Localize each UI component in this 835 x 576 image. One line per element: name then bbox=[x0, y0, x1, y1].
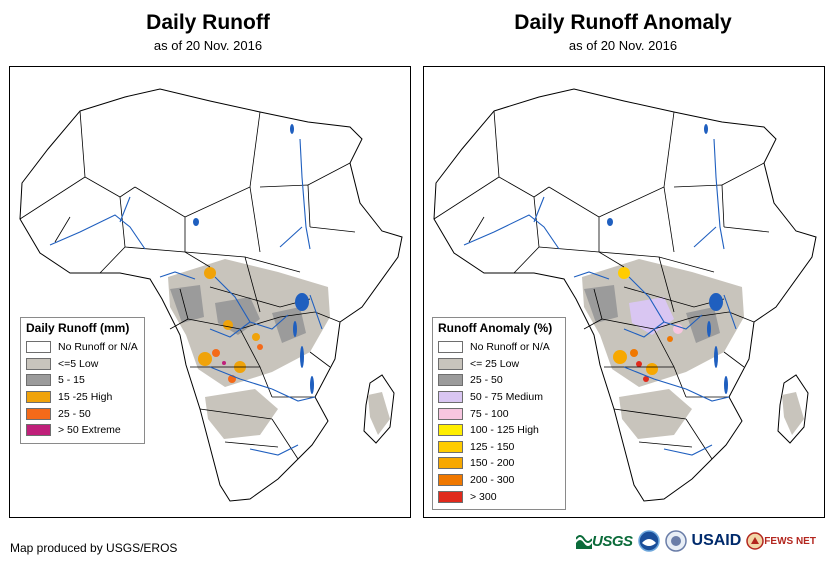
legend-row: 100 - 125 High bbox=[438, 422, 560, 439]
runoff-high-patch bbox=[204, 267, 216, 279]
legend-label: 50 - 75 Medium bbox=[470, 391, 543, 403]
legend-swatch bbox=[438, 341, 463, 353]
usgs-wave-icon bbox=[576, 533, 592, 549]
legend-row: > 300 bbox=[438, 488, 560, 505]
legend-swatch bbox=[438, 457, 463, 469]
legend-label: 25 - 50 bbox=[470, 374, 503, 386]
legend-swatch bbox=[438, 474, 463, 486]
map-credit: Map produced by USGS/EROS bbox=[10, 541, 177, 555]
noaa-logo-icon bbox=[638, 530, 660, 552]
left-map-title: Daily Runoff bbox=[8, 11, 408, 35]
legend-label: 15 -25 High bbox=[58, 391, 112, 403]
fews-net-logo-text: FEWS NET bbox=[764, 536, 816, 547]
legend-swatch bbox=[26, 341, 51, 353]
lake bbox=[707, 321, 711, 337]
legend-row: 5 - 15 bbox=[26, 372, 139, 389]
left-map-panel: Daily Runoff (mm) No Runoff or N/A <=5 Lo… bbox=[9, 66, 411, 518]
legend-swatch bbox=[26, 424, 51, 436]
legend-row: 25 - 50 bbox=[26, 405, 139, 422]
legend-label: > 300 bbox=[470, 491, 497, 503]
lake bbox=[295, 293, 309, 311]
legend-items: No Runoff or N/A <=5 Low 5 - 15 15 -25 High… bbox=[26, 339, 139, 439]
legend-label: 25 - 50 bbox=[58, 408, 91, 420]
lake bbox=[300, 346, 304, 368]
legend-row: <= 25 Low bbox=[438, 356, 560, 373]
legend-items: No Runoff or N/A <= 25 Low 25 - 50 50 - 75 … bbox=[438, 339, 560, 505]
legend-label: 200 - 300 bbox=[470, 474, 514, 486]
usgs-logo: USGS bbox=[576, 533, 633, 550]
legend-row: 25 - 50 bbox=[438, 372, 560, 389]
legend-row: 125 - 150 bbox=[438, 439, 560, 456]
lake bbox=[724, 376, 728, 394]
lake bbox=[704, 124, 708, 134]
fews-net-logo: FEWS NET bbox=[746, 532, 816, 550]
legend-label: 100 - 125 High bbox=[470, 424, 539, 436]
runoff-high-patch bbox=[252, 333, 260, 341]
lake bbox=[714, 346, 718, 368]
legend-row: 50 - 75 Medium bbox=[438, 389, 560, 406]
nasa-style-seal-icon bbox=[665, 530, 687, 552]
legend-label: > 50 Extreme bbox=[58, 424, 121, 436]
legend-swatch bbox=[438, 424, 463, 436]
legend-label: <= 25 Low bbox=[470, 358, 519, 370]
lake bbox=[310, 376, 314, 394]
right-map-title: Daily Runoff Anomaly bbox=[423, 11, 823, 35]
left-map-legend: Daily Runoff (mm) No Runoff or N/A <=5 Lo… bbox=[20, 317, 145, 444]
anomaly-high-patch bbox=[613, 350, 627, 364]
legend-swatch bbox=[438, 408, 463, 420]
legend-swatch bbox=[26, 408, 51, 420]
legend-swatch bbox=[438, 491, 463, 503]
anomaly-over-300-patch bbox=[636, 361, 642, 367]
legend-swatch bbox=[438, 391, 463, 403]
legend-title: Runoff Anomaly (%) bbox=[438, 321, 560, 335]
usgs-logo-text: USGS bbox=[592, 533, 633, 550]
legend-row: No Runoff or N/A bbox=[26, 339, 139, 356]
usaid-logo: USAID bbox=[692, 532, 742, 550]
runoff-extreme-patch bbox=[222, 361, 226, 365]
legend-row: 150 - 200 bbox=[438, 455, 560, 472]
runoff-high-patch bbox=[223, 320, 233, 330]
lake bbox=[607, 218, 613, 226]
legend-row: <=5 Low bbox=[26, 356, 139, 373]
partner-logos: USGS USAID FEWS NET bbox=[576, 526, 826, 556]
legend-row: 200 - 300 bbox=[438, 472, 560, 489]
lake bbox=[293, 321, 297, 337]
legend-row: No Runoff or N/A bbox=[438, 339, 560, 356]
legend-row: 75 - 100 bbox=[438, 405, 560, 422]
legend-label: 150 - 200 bbox=[470, 457, 514, 469]
legend-label: 125 - 150 bbox=[470, 441, 514, 453]
legend-label: No Runoff or N/A bbox=[58, 341, 138, 353]
legend-label: <=5 Low bbox=[58, 358, 98, 370]
lake bbox=[290, 124, 294, 134]
right-map-legend: Runoff Anomaly (%) No Runoff or N/A <= 25… bbox=[432, 317, 566, 510]
legend-swatch bbox=[438, 374, 463, 386]
legend-swatch bbox=[438, 358, 463, 370]
left-africa-map bbox=[10, 67, 410, 517]
anomaly-high-patch bbox=[646, 363, 658, 375]
runoff-high-patch bbox=[198, 352, 212, 366]
legend-row: 15 -25 High bbox=[26, 389, 139, 406]
anomaly-200-300-patch bbox=[667, 336, 673, 342]
runoff-25-50-patch bbox=[212, 349, 220, 357]
legend-row: > 50 Extreme bbox=[26, 422, 139, 439]
anomaly-high-patch bbox=[618, 267, 630, 279]
legend-swatch bbox=[438, 441, 463, 453]
legend-label: 5 - 15 bbox=[58, 374, 85, 386]
legend-label: No Runoff or N/A bbox=[470, 341, 550, 353]
anomaly-200-300-patch bbox=[630, 349, 638, 357]
legend-swatch bbox=[26, 358, 51, 370]
usaid-logo-text: USAID bbox=[692, 532, 742, 550]
legend-label: 75 - 100 bbox=[470, 408, 509, 420]
lake bbox=[193, 218, 199, 226]
right-map-panel: Runoff Anomaly (%) No Runoff or N/A <= 25… bbox=[423, 66, 825, 518]
runoff-25-50-patch bbox=[257, 344, 263, 350]
legend-swatch bbox=[26, 374, 51, 386]
fews-net-emblem-icon bbox=[746, 532, 764, 550]
right-map-subtitle: as of 20 Nov. 2016 bbox=[423, 38, 823, 53]
legend-swatch bbox=[26, 391, 51, 403]
left-map-subtitle: as of 20 Nov. 2016 bbox=[8, 38, 408, 53]
legend-title: Daily Runoff (mm) bbox=[26, 321, 139, 335]
lake bbox=[709, 293, 723, 311]
